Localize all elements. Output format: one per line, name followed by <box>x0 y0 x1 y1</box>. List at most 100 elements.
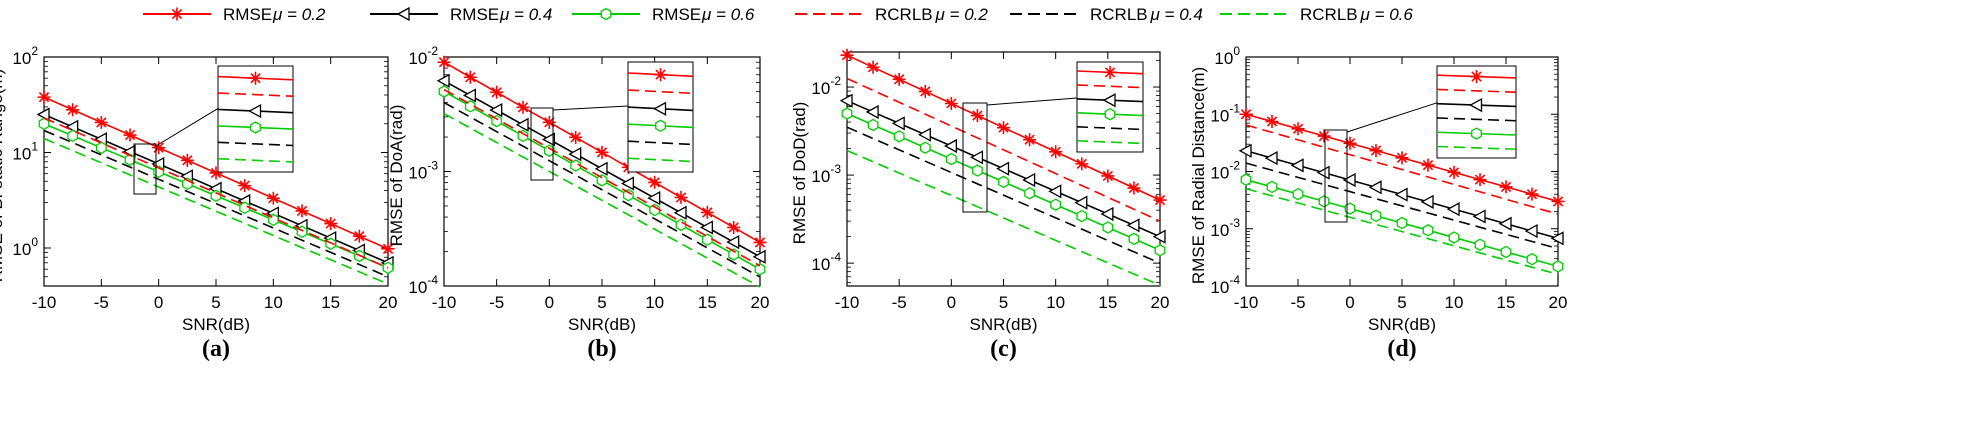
data-point <box>1551 194 1565 208</box>
data-point <box>1369 144 1383 158</box>
series <box>43 137 389 285</box>
x-tick-label: 0 <box>154 293 163 312</box>
data-point <box>123 128 137 142</box>
data-point <box>1421 158 1435 172</box>
legend-item: RCRLB μ = 0.2 <box>795 5 988 24</box>
zoom-inset <box>1076 61 1144 153</box>
chart-panel: 100 101 102 -10 -5 0 5 10 15 20 SNR(dB) RMSE of Bi-… <box>0 44 397 362</box>
data-point <box>1126 218 1140 233</box>
data-point <box>1552 260 1564 273</box>
inset-series <box>1076 93 1144 108</box>
data-point <box>1238 143 1252 158</box>
series-line <box>1245 187 1559 276</box>
series-line <box>43 129 389 278</box>
data-point <box>594 161 608 176</box>
data-point <box>1127 181 1141 195</box>
y-axis-label: RMSE of Bi-static Range(m) <box>0 69 6 283</box>
data-point <box>996 161 1010 176</box>
data-point <box>866 60 880 74</box>
data-point <box>753 235 767 249</box>
data-point <box>1525 187 1539 201</box>
data-point <box>1239 107 1253 121</box>
data-point <box>1524 223 1538 239</box>
inset-marker <box>1471 127 1482 140</box>
series <box>443 112 761 288</box>
data-point <box>38 117 50 131</box>
data-point <box>1048 184 1062 199</box>
data-point <box>1074 195 1088 210</box>
data-point <box>569 130 583 144</box>
inset-series <box>627 101 694 116</box>
data-point <box>674 190 688 204</box>
series-line <box>846 77 1161 222</box>
series <box>839 93 1166 244</box>
inset-line <box>217 157 294 163</box>
data-point <box>1076 209 1088 223</box>
data-point <box>1049 145 1063 159</box>
data-point <box>728 248 740 261</box>
inset-marker <box>1104 107 1116 121</box>
data-point <box>1318 195 1330 208</box>
zoom-connector <box>1346 102 1438 133</box>
inset-series <box>627 140 694 146</box>
data-point <box>1024 187 1035 200</box>
inset-marker <box>1102 93 1116 108</box>
data-point <box>892 72 906 86</box>
data-point <box>238 179 252 193</box>
x-tick-label: 10 <box>1046 293 1065 312</box>
data-point <box>699 220 713 235</box>
inset-line <box>217 141 294 147</box>
series <box>37 90 395 256</box>
data-point <box>727 220 741 234</box>
legend-label: RMSE <box>450 5 499 24</box>
data-point <box>1264 150 1278 166</box>
data-point <box>94 115 108 129</box>
data-point <box>970 109 984 123</box>
zoom-inset <box>627 61 694 173</box>
inset-series <box>1436 88 1517 94</box>
zoom-connector <box>986 97 1078 106</box>
data-point <box>1368 180 1382 195</box>
legend-mu: μ = 0.2 <box>935 5 989 24</box>
inset-series <box>217 71 294 85</box>
inset-series <box>1076 126 1144 131</box>
data-point <box>1395 151 1409 165</box>
x-tick-label: -5 <box>489 293 504 312</box>
legend-label: RCRLB <box>1090 5 1148 24</box>
inset-marker <box>654 68 667 82</box>
x-tick-label: 10 <box>264 293 283 312</box>
inset-series <box>1436 98 1517 113</box>
data-point <box>867 118 879 132</box>
series-line <box>846 126 1161 264</box>
inset-series <box>217 121 294 134</box>
data-point <box>972 164 983 177</box>
data-point <box>1447 165 1461 179</box>
data-point <box>352 229 366 243</box>
zoom-connector <box>552 105 629 111</box>
series <box>1238 143 1564 246</box>
data-point <box>463 70 477 84</box>
data-point <box>752 249 766 264</box>
inset-marker <box>249 71 262 85</box>
legend-mu: μ = 0.2 <box>272 5 326 24</box>
inset-marker <box>1469 98 1483 113</box>
legend-label: RCRLB <box>875 5 933 24</box>
inset-line <box>1076 139 1144 145</box>
zoom-box <box>962 102 988 213</box>
data-point <box>1343 136 1357 150</box>
data-point <box>675 218 687 232</box>
data-point <box>1316 165 1330 180</box>
series-line <box>43 117 389 269</box>
data-point <box>839 93 853 108</box>
data-point <box>568 147 582 162</box>
legend: RMSE μ = 0.2 RMSE μ = 0.4 RMSE μ = 0.6 RCRLB μ … <box>143 5 1413 24</box>
x-tick-label: 20 <box>1151 293 1170 312</box>
data-point <box>1266 180 1278 194</box>
data-point <box>943 138 957 154</box>
y-tick-label: 101 <box>12 139 38 163</box>
data-point <box>95 141 107 155</box>
legend-marker-hexagon <box>600 7 612 21</box>
inset-marker <box>1103 65 1117 79</box>
data-point <box>180 153 194 167</box>
legend-mu: μ = 0.6 <box>701 5 755 24</box>
